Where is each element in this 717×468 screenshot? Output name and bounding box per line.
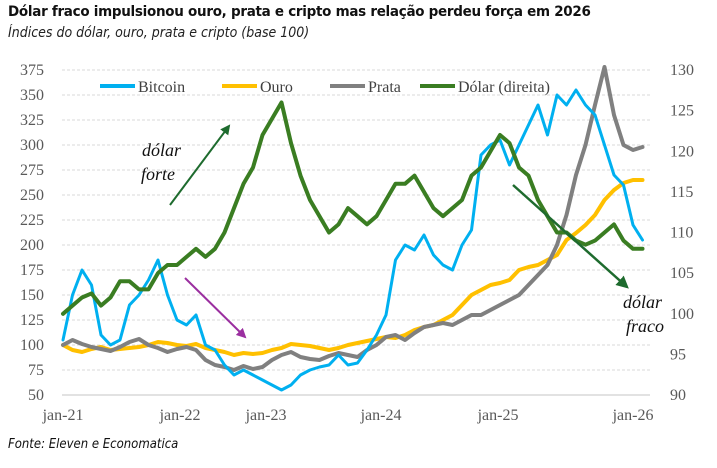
left-y-tick-label: 125	[20, 312, 44, 329]
source-note: Fonte: Eleven e Economatica	[8, 437, 179, 452]
left-y-axis: 50 75 100 125 150 175 200 225 250 275 300 325 350 375	[20, 62, 44, 404]
legend-label: Ouro	[260, 79, 293, 96]
legend: Bitcoin Ouro Prata Dólar (direita)	[100, 79, 550, 96]
left-y-tick-label: 50	[28, 387, 44, 404]
annotation-dolar-fraco-line1: dólar	[623, 292, 663, 312]
right-y-tick-label: 105	[670, 265, 694, 282]
right-y-tick-label: 100	[670, 306, 694, 323]
annotation-dolar-forte-line1: dólar	[142, 140, 182, 160]
x-tick-label: jan-25	[477, 407, 519, 424]
chart-title: Dólar fraco impulsionou ouro, prata e cr…	[8, 4, 591, 20]
series-line-d-lar-direita	[61, 100, 645, 316]
left-y-tick-label: 325	[20, 112, 44, 129]
x-tick-label: jan-21	[42, 407, 84, 424]
gridlines	[62, 69, 650, 396]
series-line-ouro	[61, 178, 645, 357]
arrow-down-icon	[184, 277, 247, 339]
chart-subtitle: Índices do dólar, ouro, prata e cripto (…	[8, 25, 310, 41]
left-y-tick-label: 250	[20, 187, 44, 204]
left-y-tick-label: 75	[28, 362, 44, 379]
legend-label: Dólar (direita)	[458, 79, 550, 96]
annotations: dólar forte dólar fraco	[141, 124, 664, 339]
right-y-tick-label: 110	[670, 225, 693, 242]
left-y-tick-label: 225	[20, 212, 44, 229]
left-y-tick-label: 300	[20, 137, 44, 154]
right-y-axis: 90 95 100 105 110 115 120 125 130	[670, 62, 694, 404]
legend-label: Prata	[368, 79, 401, 96]
left-y-tick-label: 375	[20, 62, 44, 79]
left-y-tick-label: 200	[20, 237, 44, 254]
series-line-prata	[61, 65, 645, 372]
x-tick-label: jan-24	[360, 407, 402, 424]
left-y-tick-label: 150	[20, 287, 44, 304]
series-lines	[61, 65, 645, 392]
right-y-tick-label: 90	[670, 387, 686, 404]
right-y-tick-label: 95	[670, 346, 686, 363]
right-y-tick-label: 125	[670, 103, 694, 120]
right-y-tick-label: 130	[670, 62, 694, 79]
right-y-tick-label: 115	[670, 184, 693, 201]
x-tick-label: jan-23	[245, 407, 287, 424]
x-tick-label: jan-22	[159, 407, 201, 424]
arrow-down-icon	[512, 184, 629, 289]
right-y-tick-label: 120	[670, 143, 694, 160]
x-axis: jan-21 jan-22 jan-23 jan-24 jan-25 jan-26	[42, 407, 654, 424]
legend-label: Bitcoin	[138, 79, 185, 96]
left-y-tick-label: 275	[20, 162, 44, 179]
annotation-dolar-forte-line2: forte	[141, 164, 175, 184]
left-y-tick-label: 350	[20, 87, 44, 104]
arrow-up-icon	[169, 124, 231, 206]
series-line-bitcoin	[61, 88, 644, 392]
x-tick-label: jan-26	[612, 407, 654, 424]
left-y-tick-label: 175	[20, 262, 44, 279]
annotation-dolar-fraco-line2: fraco	[626, 316, 664, 336]
left-y-tick-label: 100	[20, 337, 44, 354]
